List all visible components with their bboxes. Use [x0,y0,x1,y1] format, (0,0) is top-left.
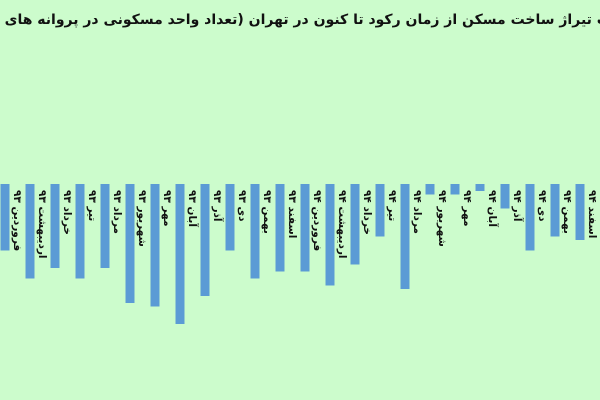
bar [275,184,285,272]
bar [25,184,35,279]
x-tick-label: آذر ۹۴ [511,190,524,222]
x-tick-label: خرداد ۹۴ [361,190,373,235]
bar [400,184,410,289]
x-tick-label: مرداد ۹۳ [111,190,123,234]
x-tick-label: اردیبهشت ۹۳ [36,190,48,258]
x-tick-label: دی ۹۴ [536,190,548,222]
bar [100,184,110,268]
bar [250,184,260,279]
x-tick-label: تیر ۹۴ [386,190,398,221]
x-tick-label: شهریور ۹۳ [136,190,148,247]
bar [375,184,385,237]
x-tick-label: دی ۹۳ [236,190,248,222]
bar [175,184,185,324]
bar [0,184,10,251]
bar [50,184,60,268]
bar [575,184,585,240]
bar [200,184,210,296]
bar [125,184,135,303]
x-tick-label: بهمن ۹۴ [561,190,573,234]
x-tick-label: آبان ۹۳ [186,190,199,227]
x-tick-label: آبان ۹۴ [486,190,499,227]
bar [475,184,485,191]
x-tick-label: خرداد ۹۳ [61,190,73,235]
x-tick-label: اسفند ۹۳ [286,190,298,238]
bar [525,184,535,251]
bar [325,184,335,286]
x-tick-label: تیر ۹۳ [86,190,98,221]
x-tick-label: مهر ۹۴ [461,190,473,226]
bar [450,184,460,195]
bar [225,184,235,251]
x-tick-label: اسفند ۹۴ [586,190,598,238]
bar [350,184,360,265]
x-tick-label: مرداد ۹۴ [411,190,423,234]
x-tick-label: آذر ۹۳ [211,190,224,222]
x-tick-label: شهریور ۹۴ [436,190,448,247]
x-tick-label: بهمن ۹۳ [261,190,273,234]
x-tick-label: مهر ۹۳ [161,190,173,226]
chart-title: تغییرات تیراژ ساخت مسکن از زمان رکود تا … [0,12,600,28]
bar [75,184,85,279]
x-tick-label: فروردین ۹۳ [11,190,23,251]
bar [150,184,160,307]
bar [550,184,560,237]
bar [300,184,310,272]
x-tick-label: فروردین ۹۴ [311,190,323,251]
bar [425,184,435,195]
bar [500,184,510,209]
x-tick-label: اردیبهشت ۹۴ [336,190,348,258]
